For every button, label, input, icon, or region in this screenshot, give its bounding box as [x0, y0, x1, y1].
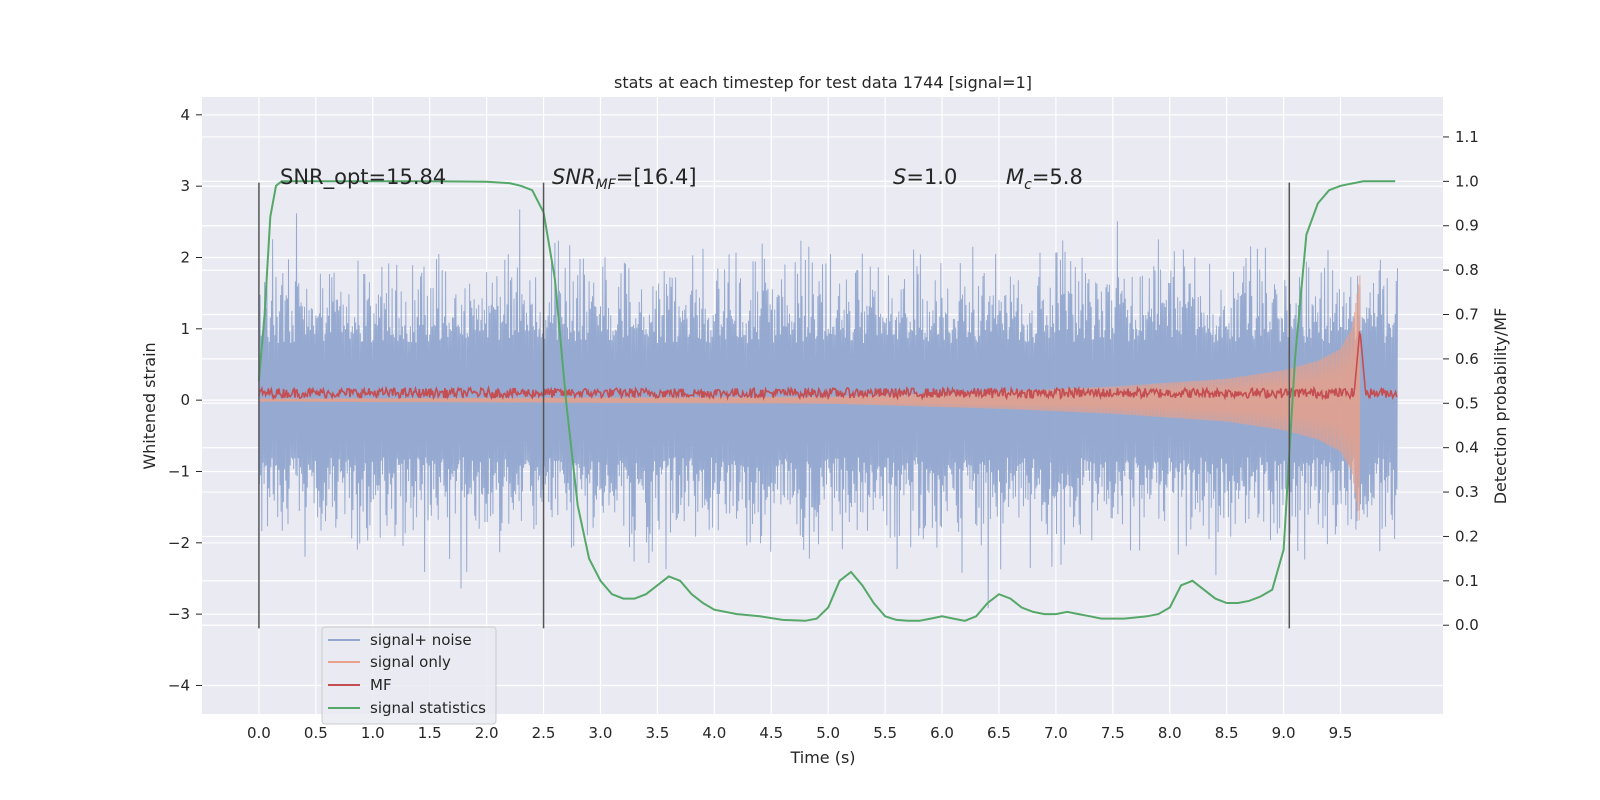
series-signal-statistics	[257, 180, 1396, 622]
series-signal-only	[258, 275, 1361, 521]
x-tick-label: 8.0	[1158, 724, 1182, 742]
annotation-s-value: S=1.0	[893, 165, 957, 189]
x-tick-label: 3.0	[589, 724, 613, 742]
x-tick-label: 5.0	[816, 724, 840, 742]
y-right-axis-ticks: 1.1 1.0 0.9 0.8 0.7 0.6 0.5 0.4 0.3 0.2 0.1 0.0	[1443, 128, 1479, 634]
data-layer	[257, 180, 1398, 622]
x-tick-label: 7.5	[1101, 724, 1125, 742]
y-tick-label: −4	[168, 676, 190, 694]
x-tick-label: 4.0	[702, 724, 726, 742]
x-tick-label: 1.0	[361, 724, 385, 742]
legend-label-signal-only: signal only	[370, 653, 451, 671]
y-right-tick-label: 0.7	[1455, 306, 1479, 324]
y-right-tick-label: 0.5	[1455, 394, 1479, 412]
x-axis-label: Time (s)	[789, 748, 855, 767]
y-axis-label: Whitened strain	[140, 342, 159, 469]
x-tick-label: 2.0	[475, 724, 499, 742]
y-right-tick-label: 0.2	[1455, 527, 1479, 545]
annotation-snr-opt: SNR_opt=15.84	[280, 165, 446, 190]
y-right-tick-label: 0.0	[1455, 616, 1479, 634]
y-tick-label: 2	[180, 248, 190, 266]
x-tick-label: 9.5	[1329, 724, 1353, 742]
y-tick-label: 1	[180, 320, 190, 338]
x-tick-label: 6.0	[930, 724, 954, 742]
y-right-tick-label: 0.8	[1455, 261, 1479, 279]
x-tick-label: 8.5	[1215, 724, 1239, 742]
y-right-tick-label: 1.1	[1455, 128, 1479, 146]
y-tick-label: 3	[180, 177, 190, 195]
legend-label-mf: MF	[370, 676, 392, 694]
x-tick-label: 7.0	[1044, 724, 1068, 742]
y-right-tick-label: 0.9	[1455, 217, 1479, 235]
x-tick-label: 2.5	[532, 724, 556, 742]
legend-label-signal-statistics: signal statistics	[370, 699, 486, 717]
x-tick-label: 5.5	[873, 724, 897, 742]
series-mf	[258, 330, 1398, 401]
y-axis-ticks: 4 3 2 1 0 −1 −2 −3 −4	[168, 106, 202, 694]
y-right-tick-label: 0.1	[1455, 572, 1479, 590]
x-tick-label: 0.5	[304, 724, 328, 742]
y-right-axis-label: Detection probability/MF	[1491, 308, 1510, 505]
y-right-tick-label: 0.4	[1455, 439, 1479, 457]
y-tick-label: 0	[180, 391, 190, 409]
annotation-mc-value: Mc=5.8	[1006, 165, 1083, 193]
y-tick-label: −3	[168, 605, 190, 623]
x-tick-label: 3.5	[645, 724, 669, 742]
y-right-tick-label: 0.6	[1455, 350, 1479, 368]
x-axis-ticks: 0.0 0.5 1.0 1.5 2.0 2.5 3.0 3.5 4.0 4.5 5.0 5.5 6.0 6…	[247, 724, 1352, 742]
y-right-tick-label: 0.3	[1455, 483, 1479, 501]
annotation-snr-mf: SNRMF=[16.4]	[552, 165, 697, 193]
x-tick-label: 9.0	[1272, 724, 1296, 742]
chart-title: stats at each timestep for test data 174…	[614, 73, 1032, 92]
x-tick-label: 6.5	[987, 724, 1011, 742]
x-tick-label: 0.0	[247, 724, 271, 742]
y-tick-label: 4	[180, 106, 190, 124]
legend-box	[321, 626, 497, 725]
y-tick-label: −1	[168, 462, 190, 480]
x-tick-label: 1.5	[418, 724, 442, 742]
annotations: SNR_opt=15.84 SNRMF=[16.4] S=1.0 Mc=5.8	[280, 165, 1083, 193]
y-tick-label: −2	[168, 534, 190, 552]
legend-label-signal-noise: signal+ noise	[370, 631, 472, 649]
x-tick-label: 4.5	[759, 724, 783, 742]
vertical-markers	[258, 182, 1291, 629]
y-right-tick-label: 1.0	[1455, 172, 1479, 190]
legend: signal+ noise signal only MF signal stat…	[321, 626, 497, 725]
